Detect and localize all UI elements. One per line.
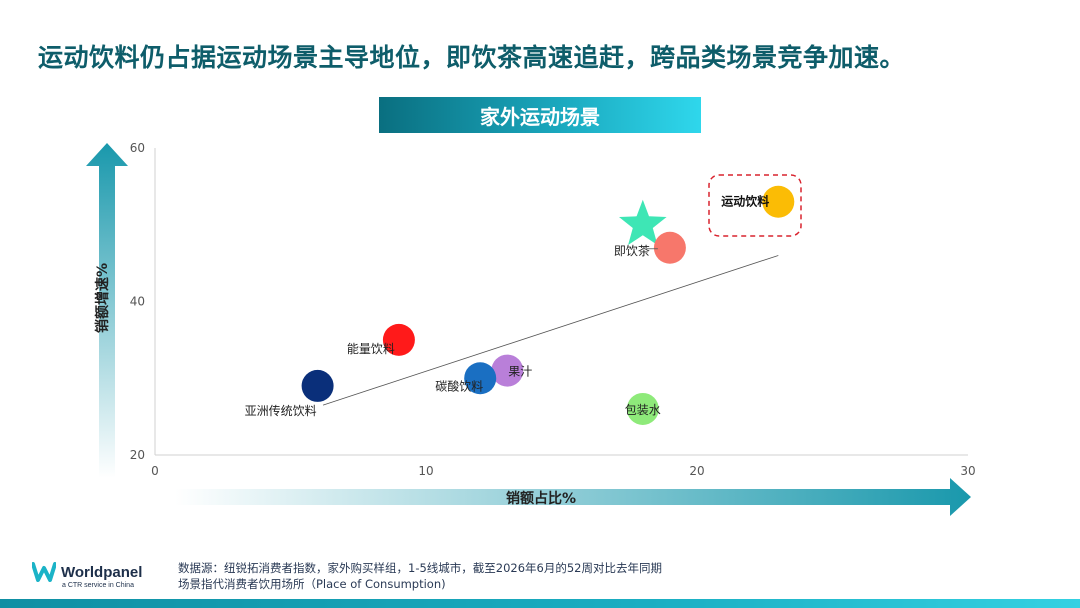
scatter-point — [762, 185, 795, 218]
trend-line — [322, 255, 779, 406]
y-tick-label: 60 — [130, 141, 145, 155]
source-line-2: 场景指代消费者饮用场所（Place of Consumption) — [178, 577, 446, 591]
y-tick-label: 40 — [130, 295, 145, 309]
brand-logo: Worldpanel — [32, 562, 142, 582]
source-note: 数据源：纽锐拓消费者指数，家外购买样组，1-5线城市，截至2026年6月的52周… — [178, 560, 662, 592]
x-axis-title: 销额占比% — [506, 490, 576, 507]
scatter-point — [653, 231, 686, 264]
point-label: 亚洲传统饮料 — [245, 403, 317, 418]
point-label: 能量饮料 — [347, 342, 395, 356]
brand-subtitle: a CTR service in China — [62, 582, 134, 589]
page-title: 运动饮料仍占据运动场景主导地位，即饮茶高速追赶，跨品类场景竞争加速。 — [38, 43, 906, 72]
scatter-point — [491, 354, 524, 387]
scatter-point — [464, 362, 497, 395]
scatter-point — [382, 323, 415, 356]
bottom-accent-bar — [0, 599, 1080, 608]
star-marker — [619, 199, 667, 245]
scatter-point — [301, 369, 334, 402]
point-label: 果汁 — [508, 365, 532, 379]
worldpanel-logo-icon — [32, 562, 56, 582]
chart-banner: 家外运动场景 — [379, 97, 701, 133]
point-label: 即饮茶 — [614, 243, 650, 258]
x-tick-label: 10 — [418, 464, 433, 478]
source-line-1: 数据源：纽锐拓消费者指数，家外购买样组，1-5线城市，截至2026年6月的52周… — [178, 561, 662, 575]
x-tick-label: 30 — [960, 464, 975, 478]
y-axis-title: 销额增速% — [94, 263, 111, 333]
brand-name: Worldpanel — [61, 563, 143, 581]
point-label: 包装水 — [625, 403, 661, 417]
point-label: 运动饮料 — [721, 194, 769, 209]
y-tick-label: 20 — [130, 448, 145, 462]
y-axis-arrow — [86, 143, 128, 478]
x-axis-arrow — [175, 478, 971, 516]
x-tick-label: 20 — [689, 464, 704, 478]
point-label: 碳酸饮料 — [435, 378, 483, 393]
highlight-box — [708, 174, 802, 237]
x-tick-label: 0 — [151, 464, 159, 478]
scatter-point — [626, 392, 659, 425]
